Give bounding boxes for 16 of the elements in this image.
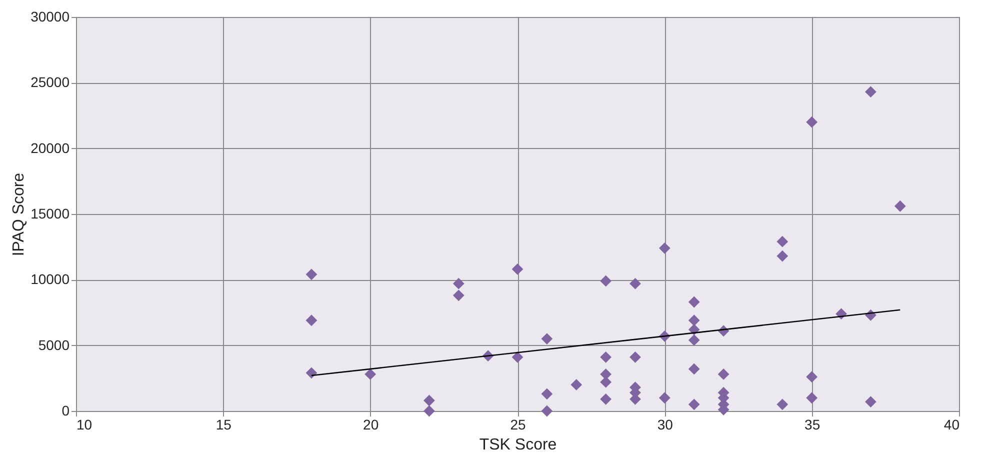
x-axis-title: TSK Score (479, 436, 557, 454)
x-tick-label: 40 (944, 416, 960, 432)
x-tick-label: 15 (216, 416, 232, 432)
y-tick-label: 0 (62, 402, 70, 418)
y-tick-label: 25000 (30, 74, 70, 90)
x-tick-label: 20 (363, 416, 379, 432)
x-tick-label: 35 (804, 416, 820, 432)
x-tick-label: 10 (76, 416, 92, 432)
y-tick-label: 30000 (30, 8, 70, 24)
y-tick-label: 15000 (30, 206, 70, 222)
y-axis-title: IPAQ Score (10, 172, 28, 256)
x-tick-label: 25 (510, 416, 526, 432)
x-tick-label: 30 (657, 416, 674, 432)
y-tick-label: 20000 (30, 140, 70, 156)
y-tick-label: 5000 (38, 336, 70, 353)
y-tick-label: 10000 (30, 271, 70, 288)
